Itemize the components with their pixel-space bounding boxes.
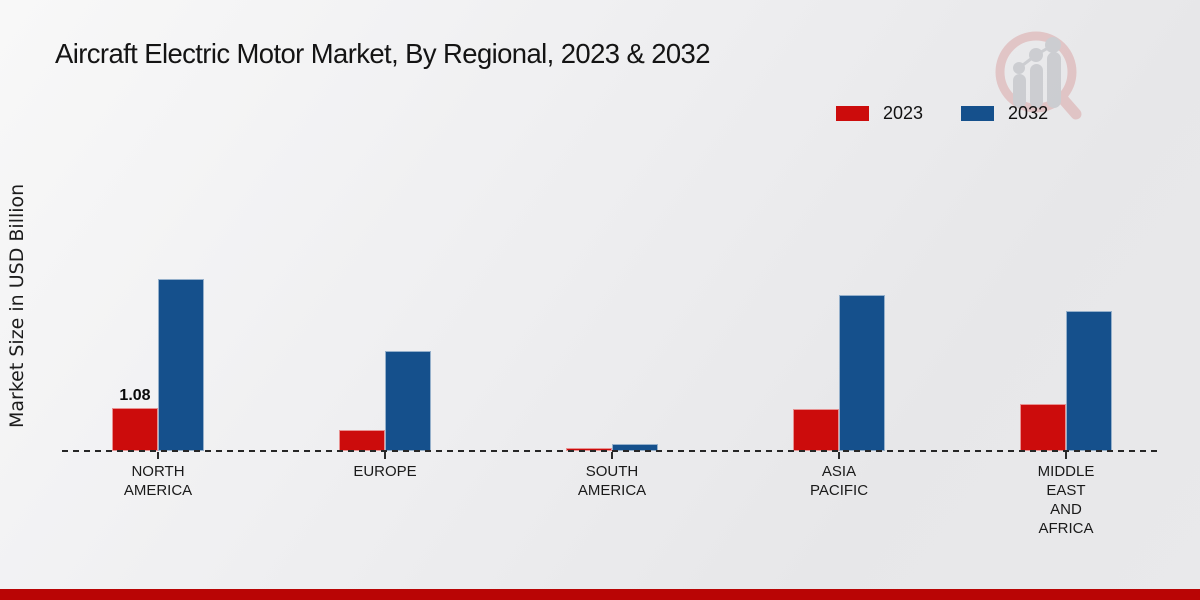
magnifier-bar-chart-logo-icon [995, 31, 1082, 120]
category-label-middle-east-and-africa: MIDDLE EAST AND AFRICA [1037, 463, 1095, 537]
legend-swatch-2023 [836, 106, 869, 121]
bar-2023-north-america [112, 408, 158, 451]
bar-2023-middle-east-and-africa [1020, 404, 1066, 451]
category-label-north-america: NORTH AMERICA [123, 463, 193, 499]
axis-tick [157, 452, 159, 459]
bar-value-label: 1.08 [119, 387, 151, 404]
legend: 2023 2032 [836, 103, 1048, 124]
chart-title: Aircraft Electric Motor Market, By Regio… [55, 38, 710, 69]
axis-tick [838, 452, 840, 459]
legend-swatch-2032 [961, 106, 995, 121]
bar-2032-europe [385, 351, 431, 451]
axis-tick [611, 452, 613, 459]
legend-label: 2032 [1008, 103, 1049, 123]
bar-2023-europe [339, 430, 385, 451]
legend-item-2023: 2023 [836, 103, 923, 124]
legend-label: 2023 [883, 103, 924, 123]
x-axis-baseline [62, 450, 1160, 452]
bar-2032-asia-pacific [839, 295, 885, 451]
category-label-europe: EUROPE [353, 463, 417, 480]
bottom-brand-stripe [0, 589, 1200, 600]
category-label-south-america: SOUTH AMERICA [577, 463, 647, 499]
bar-2023-asia-pacific [793, 409, 839, 451]
category-label-asia-pacific: ASIA PACIFIC [809, 463, 869, 499]
axis-tick [384, 452, 386, 459]
bar-2032-north-america [158, 279, 204, 451]
bar-2032-middle-east-and-africa [1066, 311, 1112, 451]
axis-tick [1065, 452, 1067, 459]
legend-item-2032: 2032 [961, 103, 1048, 124]
